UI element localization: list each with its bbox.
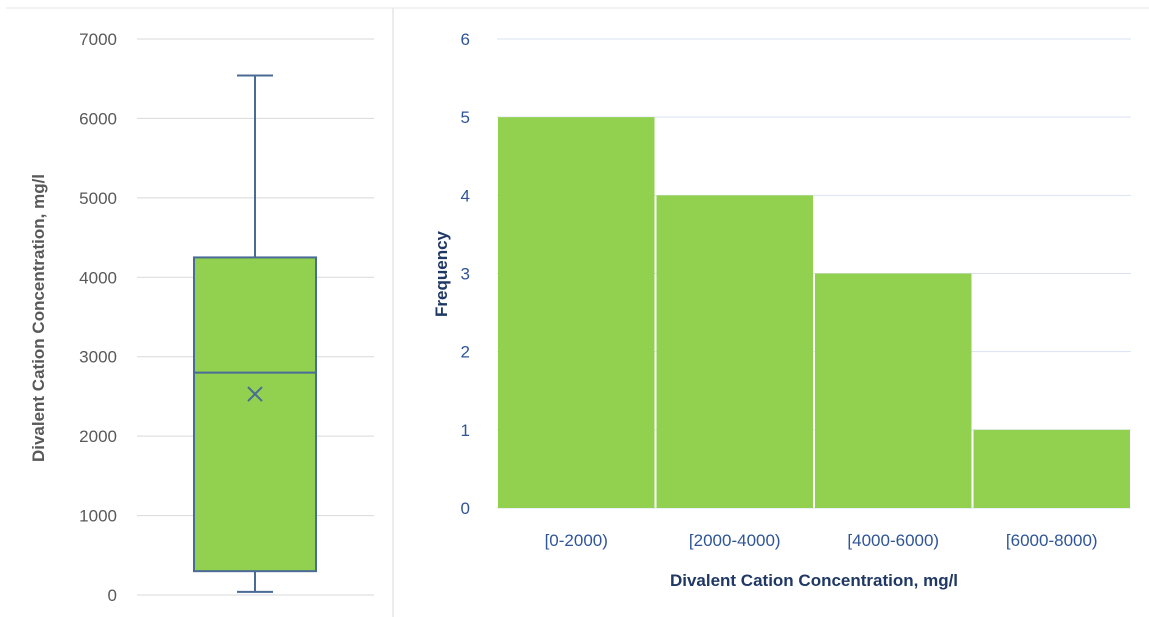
histogram-bar — [973, 429, 1130, 508]
histogram-y-tick-label: 5 — [461, 108, 470, 127]
histogram-y-tick-labels: 0 1 2 3 4 5 6 — [461, 30, 470, 518]
histogram-y-tick-label: 0 — [461, 499, 470, 518]
histogram-x-tick-label: [2000-4000) — [689, 531, 781, 550]
histogram-x-axis-title: Divalent Cation Concentration, mg/l — [670, 571, 958, 590]
box-plot-y-tick-labels: 0 1000 2000 3000 4000 5000 6000 7000 — [79, 30, 117, 605]
histogram-y-tick-label: 2 — [461, 343, 470, 362]
histogram-y-axis-title: Frequency — [432, 230, 451, 317]
box-plot-y-tick-label: 1000 — [79, 507, 117, 526]
box-plot-marks — [193, 74, 317, 593]
histogram-x-tick-label: [4000-6000) — [847, 531, 939, 550]
histogram-bar — [498, 117, 655, 509]
box-plot-y-tick-label: 2000 — [79, 427, 117, 446]
histogram-bar — [815, 273, 972, 508]
histogram-bar — [656, 195, 813, 509]
histogram-y-tick-label: 4 — [461, 186, 470, 205]
box-plot-y-tick-label: 0 — [108, 586, 117, 605]
histogram-bars — [498, 117, 1130, 509]
box-plot-y-tick-label: 4000 — [79, 268, 117, 287]
histogram-y-tick-label: 1 — [461, 421, 470, 440]
box-plot-chart: 0 1000 2000 3000 4000 5000 6000 7000 Divalent C… — [29, 30, 374, 605]
box-plot-y-tick-label: 7000 — [79, 30, 117, 49]
box-plot-y-tick-label: 3000 — [79, 348, 117, 367]
box-plot-iqr-box — [193, 256, 317, 573]
box-plot-y-tick-label: 6000 — [79, 109, 117, 128]
box-plot-mean-marker — [247, 386, 263, 402]
histogram-x-tick-labels: [0-2000) [2000-4000) [4000-6000) [6000-8000… — [545, 531, 1098, 550]
histogram-y-tick-label: 3 — [461, 265, 470, 284]
box-plot-y-axis-title: Divalent Cation Concentration, mg/l — [29, 174, 48, 462]
box-plot-y-tick-label: 5000 — [79, 189, 117, 208]
histogram-x-tick-label: [6000-8000) — [1006, 531, 1098, 550]
histogram-y-tick-label: 6 — [461, 30, 470, 49]
histogram-x-tick-label: [0-2000) — [545, 531, 608, 550]
histogram-chart: 0 1 2 3 4 5 6 [0-2000) [2000-4000) [4000-6000) [6… — [432, 30, 1131, 590]
